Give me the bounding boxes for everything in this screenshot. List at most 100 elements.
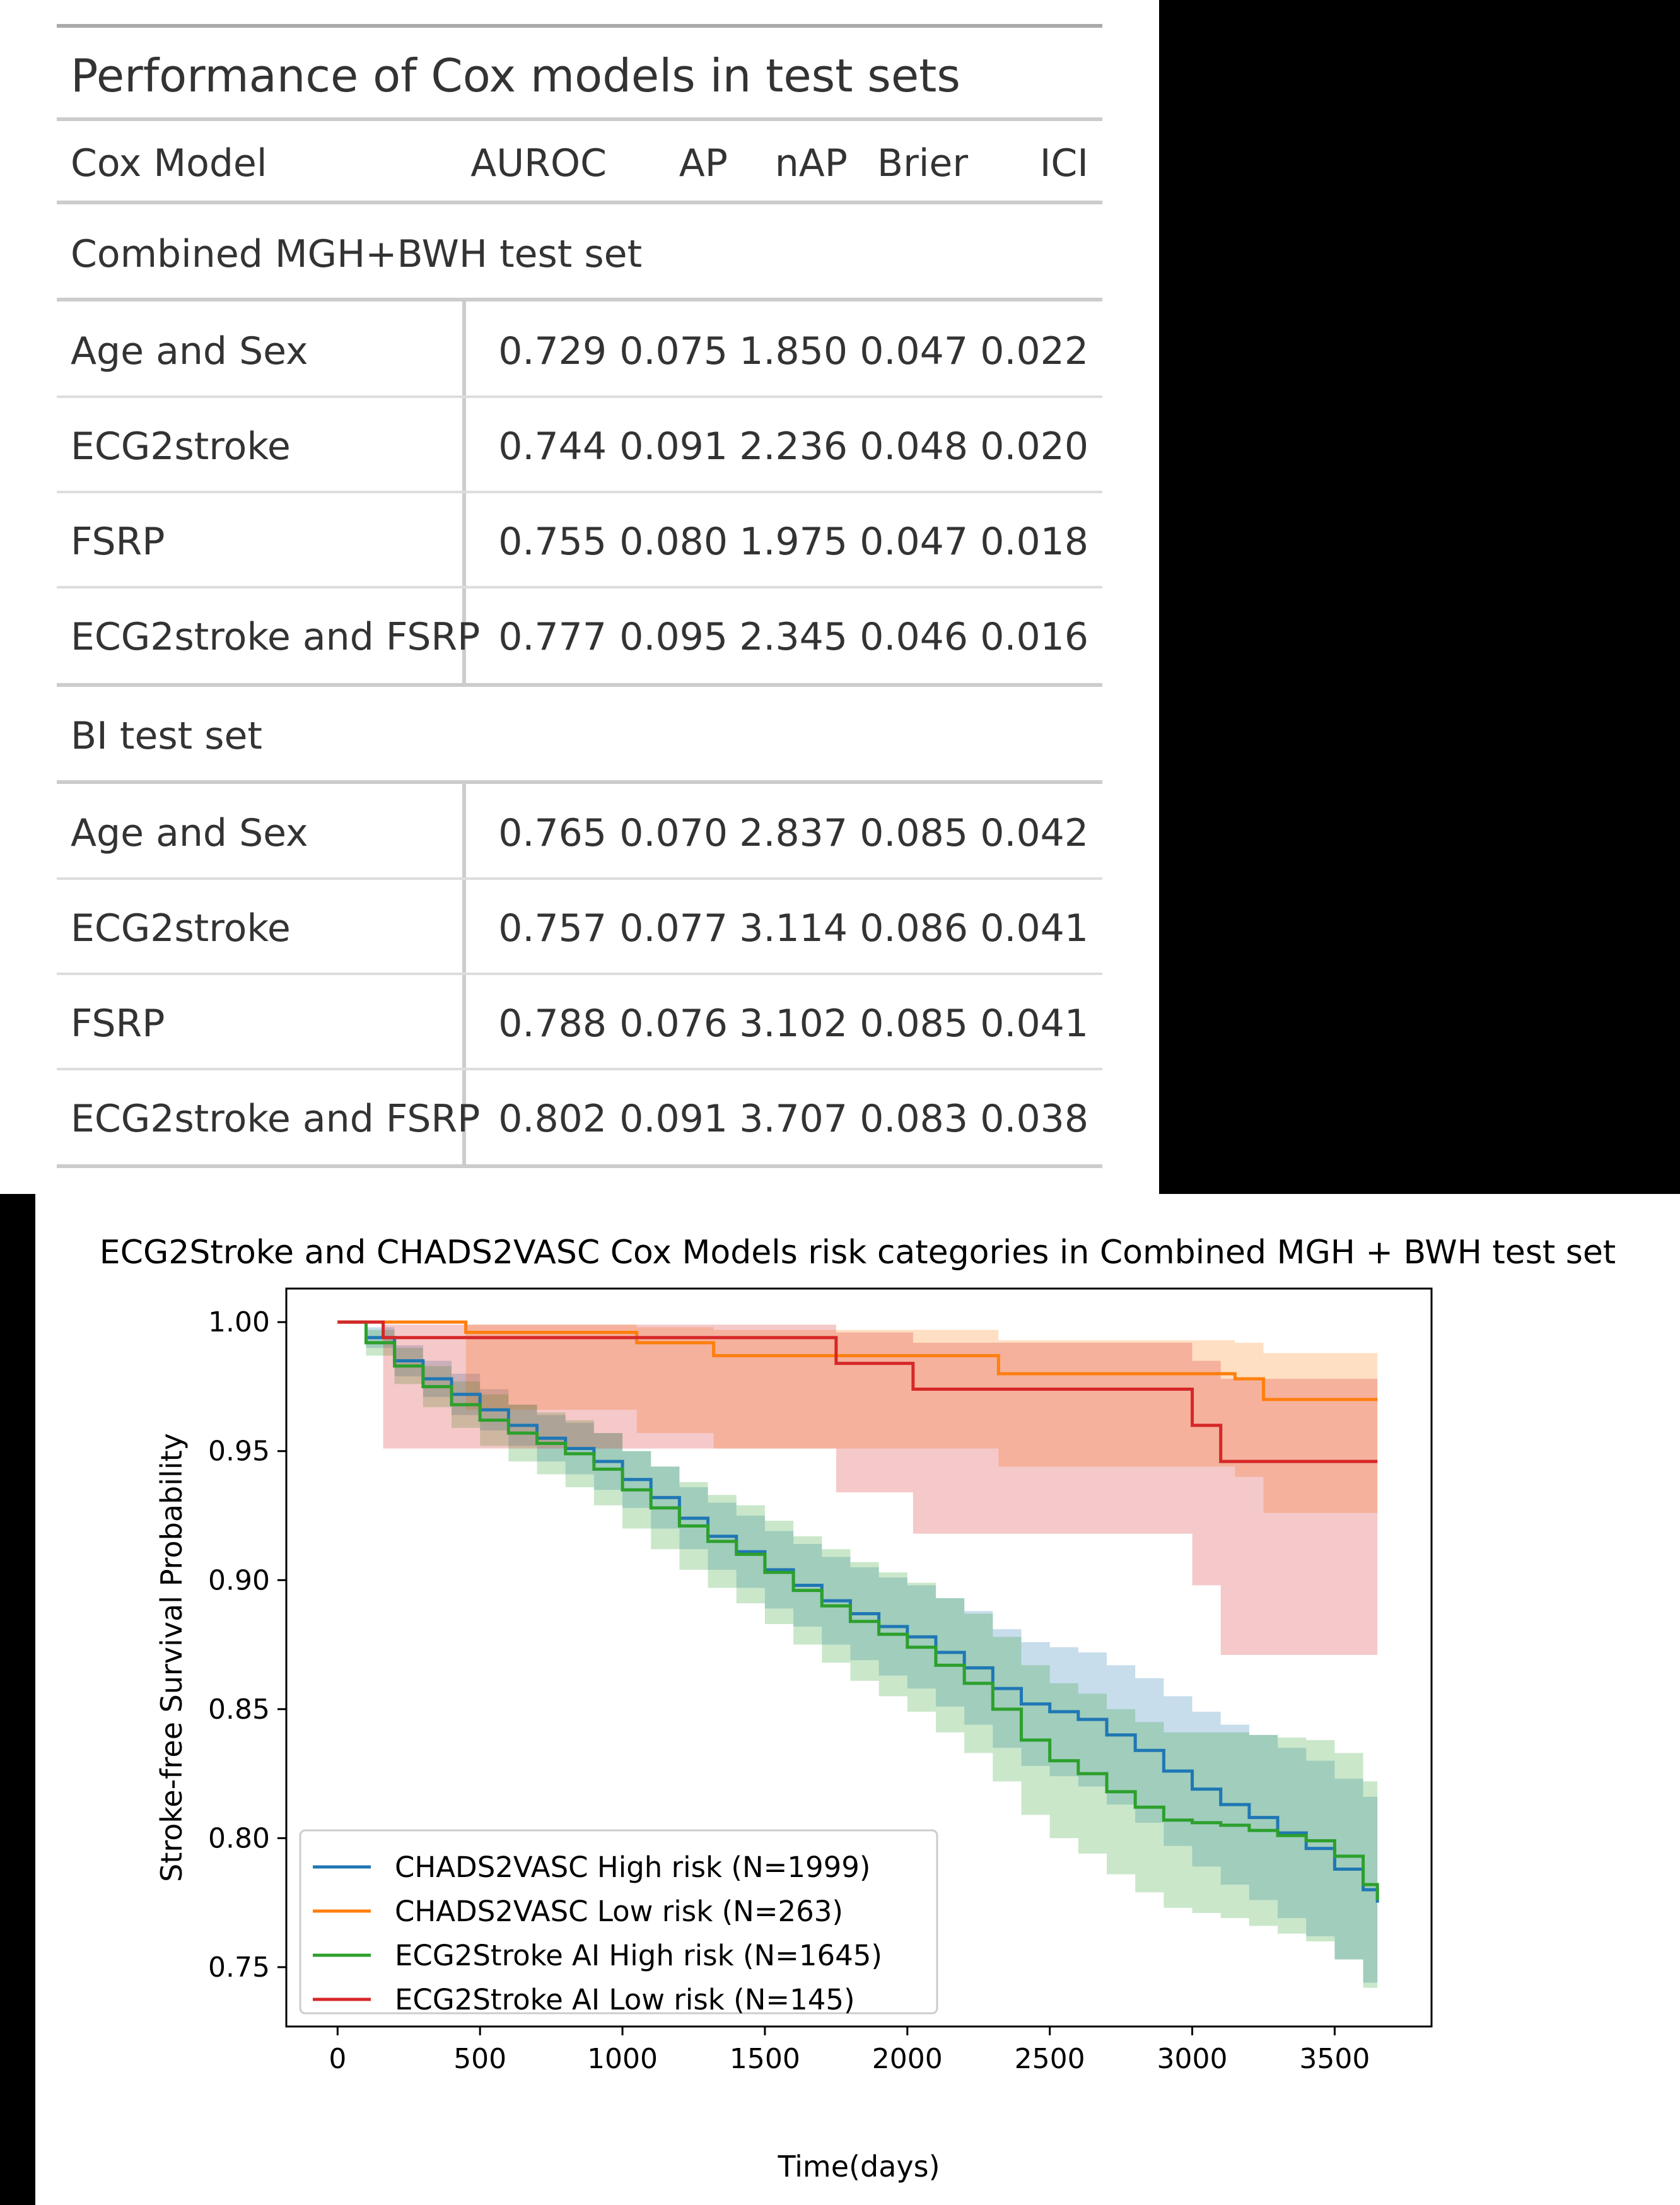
row-ici: 0.020 [980,424,1088,469]
ecg2stroke-ai-high-risk-n-1645-ci-band [337,1322,1378,2004]
legend-box [299,1829,938,2015]
row-nap: 1.975 [739,520,848,564]
row-auroc: 0.788 [498,1002,607,1046]
x-tick-label: 1500 [730,2043,800,2075]
row-model-name: FSRP [71,520,165,564]
row-ici: 0.022 [980,329,1088,373]
row-ici: 0.038 [980,1097,1088,1141]
table-bottom-rule [57,1164,1102,1168]
row-brier: 0.047 [860,520,968,564]
row-model-name: Age and Sex [71,329,308,373]
row-brier: 0.085 [860,811,968,855]
x-tick-label: 500 [453,2043,506,2075]
legend-entry: ECG2Stroke AI Low risk (N=145) [395,1983,855,2016]
row-nap: 3.114 [739,906,848,950]
survival-chart: ECG2Stroke and CHADS2VASC Cox Models ris… [35,1194,1680,2205]
row-model-name: FSRP [71,1002,165,1046]
group-rule [57,298,1102,301]
legend-entry: CHADS2VASC High risk (N=1999) [395,1851,870,1884]
row-auroc: 0.729 [498,329,607,373]
x-axis: 0 500 1000 1500 2000 2500 3000 3500 [329,2027,1370,2075]
x-tick-label: 3000 [1157,2043,1228,2075]
x-tick-label: 0 [329,2043,346,2075]
row-ici: 0.016 [980,615,1088,659]
row-ap: 0.075 [619,329,728,373]
legend: CHADS2VASC High risk (N=1999) CHADS2VASC … [299,1829,938,2016]
performance-table: Performance of Cox models in test sets C… [0,0,1159,1194]
row-model-name: ECG2stroke [71,906,291,950]
x-tick-label: 2500 [1015,2043,1085,2075]
row-rule [57,395,1102,398]
header-rule [57,201,1102,204]
row-model-name: Age and Sex [71,811,308,855]
row-model-name: ECG2stroke and FSRP [71,1097,481,1141]
title-rule [57,117,1102,121]
legend-entry: CHADS2VASC Low risk (N=263) [395,1895,843,1928]
row-brier: 0.086 [860,906,968,950]
row-model-name: ECG2stroke [71,424,291,469]
group-label-bi: BI test set [71,714,262,758]
header-nap: nAP [774,141,848,185]
row-auroc: 0.777 [498,615,607,659]
ecg2stroke-ai-high-risk-n-1645-line [337,1320,1379,1900]
x-axis-label: Time(days) [777,2149,940,2184]
row-brier: 0.047 [860,329,968,373]
row-auroc: 0.755 [498,520,607,564]
column-divider [462,301,466,685]
header-cox-model: Cox Model [71,141,267,185]
chads2vasc-low-risk-n-263-line [337,1320,1378,1401]
header-ici: ICI [1039,141,1088,185]
chart-svg: ECG2Stroke and CHADS2VASC Cox Models ris… [100,1234,1616,2184]
row-brier: 0.085 [860,1002,968,1046]
legend-entry: ECG2Stroke AI High risk (N=1645) [395,1939,882,1972]
row-ap: 0.076 [619,1002,728,1046]
row-model-name: ECG2stroke and FSRP [71,615,481,659]
axes-frame [285,1287,1433,2028]
row-auroc: 0.757 [498,906,607,950]
x-tick-label: 1000 [587,2043,658,2075]
row-nap: 3.102 [739,1002,848,1046]
chart-title: ECG2Stroke and CHADS2VASC Cox Models ris… [100,1234,1616,1272]
column-divider [462,784,466,1166]
chads2vasc-high-risk-n-1999-ci-band [337,1322,1378,1996]
row-rule [57,973,1102,975]
y-tick-label: 0.95 [208,1436,270,1468]
row-ap: 0.095 [619,615,728,659]
row-rule [57,877,1102,880]
row-ici: 0.041 [980,1002,1088,1046]
row-ap: 0.080 [619,520,728,564]
y-tick-label: 0.80 [208,1822,270,1854]
row-rule [57,491,1102,493]
row-nap: 2.345 [739,615,848,659]
row-ap: 0.070 [619,811,728,855]
row-auroc: 0.765 [498,811,607,855]
ecg2stroke-ai-low-risk-n-145-line [337,1320,1378,1463]
row-ici: 0.041 [980,906,1088,950]
y-tick-label: 0.85 [208,1693,270,1726]
row-ici: 0.018 [980,520,1088,564]
y-tick-label: 1.00 [208,1306,270,1338]
row-auroc: 0.802 [498,1097,607,1141]
row-nap: 1.850 [739,329,848,373]
group-rule [57,780,1102,784]
group-label-combined: Combined MGH+BWH test set [71,232,643,276]
row-ap: 0.091 [619,424,728,469]
chads2vasc-high-risk-n-1999-line [337,1320,1379,1903]
group-rule [57,683,1102,687]
row-auroc: 0.744 [498,424,607,469]
header-brier: Brier [877,141,968,185]
x-tick-label: 2000 [872,2043,943,2075]
row-rule [57,586,1102,588]
x-tick-label: 3500 [1299,2043,1370,2075]
row-ap: 0.091 [619,1097,728,1141]
table-top-rule [57,24,1102,28]
row-nap: 3.707 [739,1097,848,1141]
y-tick-label: 0.75 [208,1951,270,1984]
y-tick-label: 0.90 [208,1564,270,1596]
row-nap: 2.236 [739,424,848,469]
header-ap: AP [679,141,728,185]
row-brier: 0.046 [860,615,968,659]
row-brier: 0.048 [860,424,968,469]
row-ici: 0.042 [980,811,1088,855]
row-ap: 0.077 [619,906,728,950]
